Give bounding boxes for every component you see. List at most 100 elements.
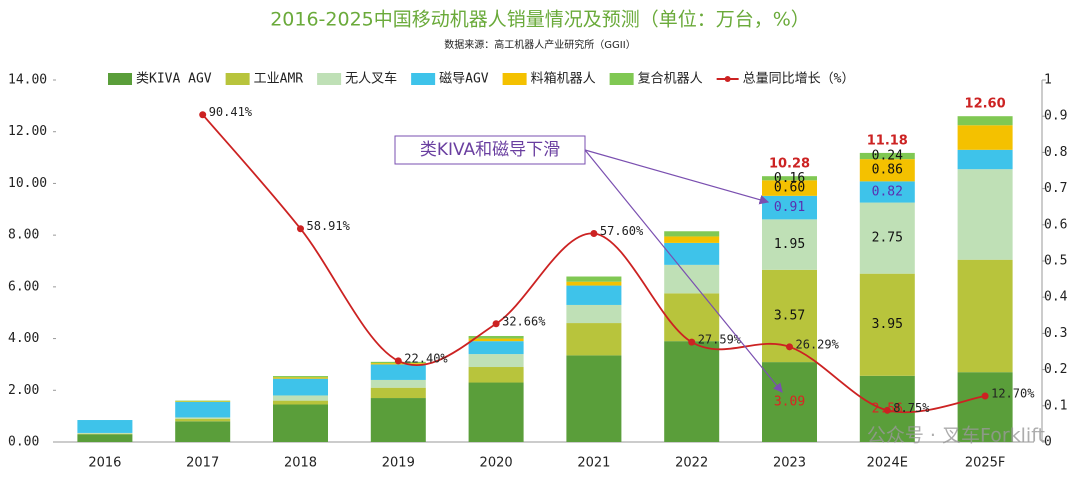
bar-segment bbox=[273, 400, 328, 405]
bar-value-label: 0.86 bbox=[872, 163, 903, 178]
bar-segment bbox=[468, 354, 524, 368]
bar-segment bbox=[957, 149, 1013, 170]
legend-swatch bbox=[724, 76, 731, 82]
chart-subtitle: 数据来源：高工机器人产业研究所（GGII） bbox=[444, 38, 635, 51]
bar-segment bbox=[762, 362, 817, 442]
x-tick-label: 2016 bbox=[88, 456, 121, 471]
y2-tick-label: 0.3 bbox=[1044, 326, 1067, 341]
bar-segment bbox=[859, 152, 915, 160]
bar-segment bbox=[957, 116, 1013, 126]
watermark: 公众号 · 叉车Forklift bbox=[867, 425, 1045, 447]
bar-segment bbox=[762, 180, 817, 196]
annotation-arrow bbox=[584, 149, 770, 205]
bar-segment bbox=[175, 421, 231, 442]
bar-segment bbox=[566, 304, 622, 324]
line-value-label: 57.60% bbox=[600, 224, 644, 238]
bar-segment bbox=[664, 242, 720, 265]
y2-tick-label: 0 bbox=[1044, 435, 1052, 450]
bar-segment bbox=[762, 219, 817, 270]
legend-label: 磁导AGV bbox=[439, 72, 489, 87]
y-tick-label: 0.00 bbox=[8, 435, 39, 450]
y-tick-label: 14.00 bbox=[8, 73, 47, 88]
x-tick-label: 2025F bbox=[965, 456, 1006, 471]
line bbox=[202, 114, 986, 414]
bar-segment bbox=[370, 379, 426, 388]
line-value-label: 32.66% bbox=[502, 314, 546, 328]
bar-segment bbox=[273, 395, 328, 401]
y-tick-label: 12.00 bbox=[8, 124, 47, 139]
bar-segment bbox=[859, 159, 915, 182]
legend-swatch bbox=[108, 73, 132, 85]
bar-segment bbox=[664, 341, 720, 442]
bar-value-label: 0.16 bbox=[774, 171, 805, 186]
y2-tick-label: 0.7 bbox=[1044, 181, 1067, 196]
legend-label: 复合机器人 bbox=[638, 72, 703, 87]
line-marker bbox=[883, 406, 891, 414]
bar-segment bbox=[957, 125, 1013, 150]
bar-segment bbox=[273, 378, 328, 396]
line-marker bbox=[688, 338, 696, 346]
legend-label: 工业AMR bbox=[254, 72, 304, 87]
line-marker bbox=[297, 225, 304, 233]
bar-segment bbox=[859, 273, 915, 376]
chart-title: 2016-2025中国移动机器人销量情况及预测（单位：万台，%） bbox=[270, 9, 810, 31]
plot-area: 0.00 2.00 4.00 6.00 8.00 10.00 12.00 14.00 0 0.1 0… bbox=[8, 71, 1068, 471]
y-tick-label: 10.00 bbox=[8, 176, 47, 191]
legend-swatch bbox=[317, 73, 342, 85]
x-tick-label: 2020 bbox=[480, 456, 513, 471]
y2-tick-label: 0.6 bbox=[1044, 217, 1067, 232]
bar-segment bbox=[273, 376, 328, 378]
legend-swatch bbox=[502, 73, 527, 85]
bar-value-label: 0.82 bbox=[872, 184, 903, 199]
bar-segment bbox=[566, 281, 622, 286]
bar-segment bbox=[762, 176, 817, 181]
x-tick-label: 2024E bbox=[867, 456, 908, 471]
bar-segment bbox=[468, 367, 524, 383]
bar-segment bbox=[77, 432, 133, 434]
line-marker bbox=[199, 111, 207, 119]
bar-segment bbox=[957, 372, 1013, 442]
total-label: 11.18 bbox=[867, 133, 908, 148]
legend-label: 料箱机器人 bbox=[531, 71, 596, 87]
line-value-label: 26.29% bbox=[796, 337, 840, 351]
bar-value-label: 3.95 bbox=[872, 317, 903, 332]
bar-value-label: 3.09 bbox=[774, 395, 805, 410]
legend-label: 总量同比增长（%） bbox=[743, 72, 855, 87]
total-label: 12.60 bbox=[965, 97, 1006, 112]
line-value-label: 90.41% bbox=[209, 105, 253, 119]
bar-segment bbox=[566, 355, 622, 442]
y2-tick-label: 0.1 bbox=[1044, 398, 1067, 413]
bar-segment bbox=[273, 404, 328, 442]
bar-segment bbox=[175, 401, 231, 402]
bar-segment bbox=[957, 169, 1013, 260]
bar-segment bbox=[566, 323, 622, 356]
bar-segment bbox=[468, 338, 524, 342]
legend-swatch bbox=[225, 73, 250, 85]
line-marker bbox=[981, 392, 989, 400]
bar-segment bbox=[175, 400, 231, 402]
total-label: 10.28 bbox=[769, 157, 810, 172]
bar-segment bbox=[370, 387, 426, 399]
bar-segment bbox=[77, 434, 133, 442]
line-value-label: 8.75% bbox=[893, 401, 930, 415]
y-tick-label: 2.00 bbox=[8, 383, 39, 398]
line-marker bbox=[786, 343, 793, 351]
x-tick-label: 2022 bbox=[675, 456, 708, 471]
x-tick-label: 2023 bbox=[773, 456, 806, 471]
y-tick-label: 4.00 bbox=[8, 331, 39, 346]
annotation-arrow bbox=[584, 149, 783, 393]
bar-value-label: 0.60 bbox=[774, 181, 805, 196]
y-tick-label: 8.00 bbox=[8, 228, 39, 243]
bar-segment bbox=[175, 418, 231, 422]
bar-segment bbox=[664, 236, 720, 243]
legend-label: 无人叉车 bbox=[345, 71, 397, 87]
bar-segment bbox=[957, 259, 1013, 373]
legend-swatch bbox=[609, 73, 634, 85]
y2-tick-label: 0.8 bbox=[1044, 145, 1067, 160]
y2-tick-label: 1 bbox=[1044, 73, 1052, 88]
line-marker bbox=[394, 357, 402, 365]
line-value-label: 22.40% bbox=[404, 351, 448, 365]
line-value-label: 58.91% bbox=[307, 219, 351, 233]
x-tick-label: 2018 bbox=[284, 456, 317, 471]
